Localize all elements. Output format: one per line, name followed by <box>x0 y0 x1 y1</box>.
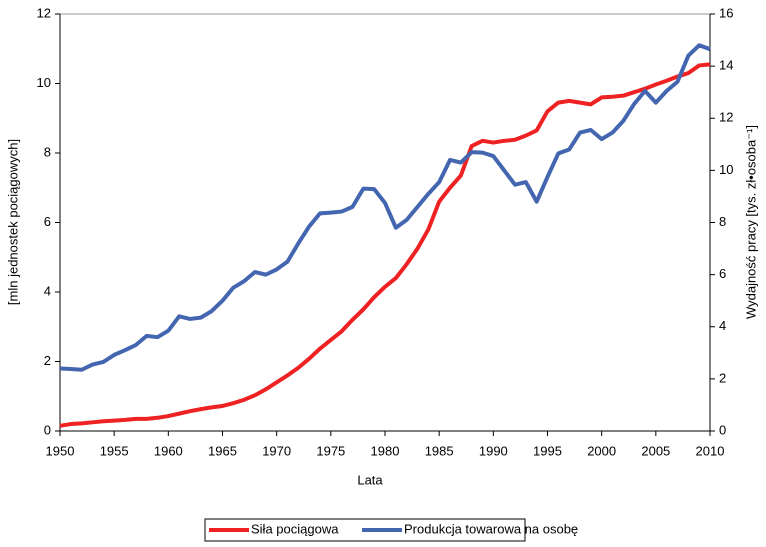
y-tick-label: 8 <box>44 144 51 159</box>
y2-axis-label: Wydajność pracy [tys. zł•osoba⁻¹] <box>743 125 758 319</box>
legend-box <box>204 518 526 542</box>
x-tick-label: 2010 <box>696 443 725 458</box>
y2-tick-label: 2 <box>719 370 726 385</box>
y-tick-label: 10 <box>37 75 51 90</box>
x-tick-label: 1975 <box>316 443 345 458</box>
y-tick-label: 2 <box>44 353 51 368</box>
x-tick-label: 1955 <box>100 443 129 458</box>
x-axis-label: Lata <box>357 472 383 487</box>
series-line <box>59 43 711 372</box>
legend-label: Siła pociągowa <box>251 521 339 536</box>
y-tick-label: 0 <box>44 422 51 437</box>
legend-label: Produkcja towarowa na osobę <box>404 521 578 536</box>
y-axis-label: [mln jednostek pociągowych] <box>5 139 20 305</box>
y2-tick-label: 14 <box>719 58 733 73</box>
y2-tick-label: 8 <box>719 214 726 229</box>
y2-tick-label: 0 <box>719 422 726 437</box>
y-tick-label: 6 <box>44 214 51 229</box>
y2-tick-label: 6 <box>719 266 726 281</box>
y-tick-label: 4 <box>44 283 51 298</box>
y2-tick-label: 10 <box>719 162 733 177</box>
x-tick-label: 1990 <box>479 443 508 458</box>
y-tick-label: 12 <box>37 5 51 20</box>
x-tick-label: 1965 <box>208 443 237 458</box>
y2-tick-label: 4 <box>719 318 726 333</box>
x-tick-label: 1970 <box>262 443 291 458</box>
x-tick-label: 1960 <box>154 443 183 458</box>
x-tick-label: 1995 <box>533 443 562 458</box>
series-line <box>59 62 711 428</box>
x-tick-label: 2000 <box>587 443 616 458</box>
y2-tick-label: 12 <box>719 110 733 125</box>
x-tick-label: 1985 <box>425 443 454 458</box>
x-tick-label: 1950 <box>46 443 75 458</box>
x-tick-label: 2005 <box>641 443 670 458</box>
x-tick-label: 1980 <box>371 443 400 458</box>
y2-tick-label: 16 <box>719 5 733 20</box>
